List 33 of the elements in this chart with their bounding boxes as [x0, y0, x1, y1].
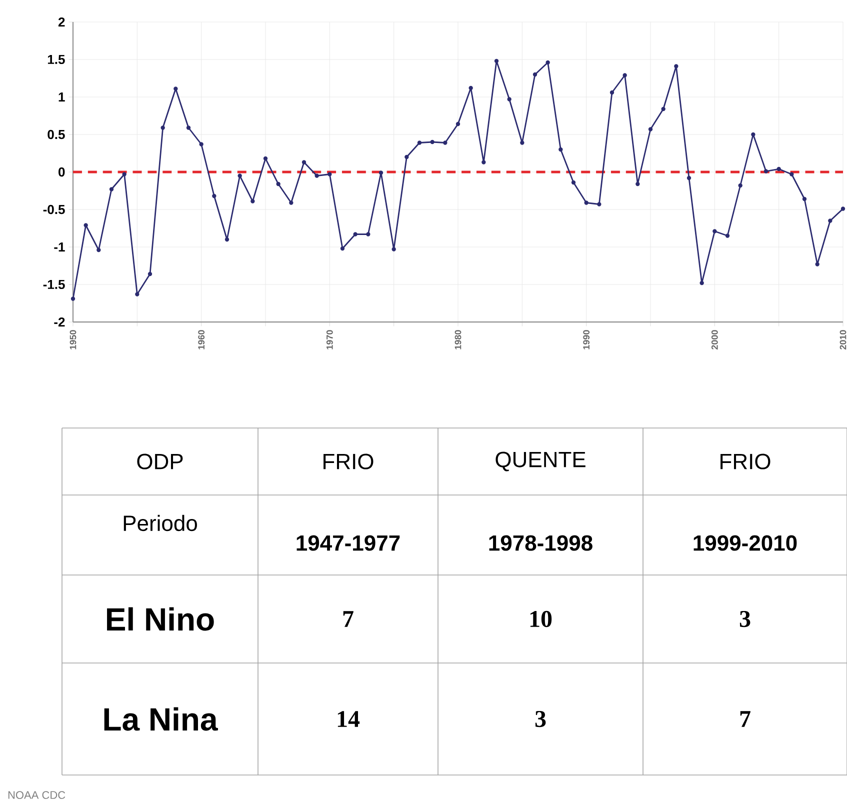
y-tick-label: 2 [58, 17, 65, 27]
text: 7 [343, 611, 354, 627]
text: Periodo [124, 514, 197, 532]
text: 1978-1998 [489, 535, 592, 551]
text: 14 [338, 711, 360, 727]
y-tick-label: -2 [54, 317, 65, 327]
text: 1999-2010 [694, 535, 797, 551]
y-tick-label: -1.5 [43, 280, 65, 290]
text: NOAA CDC [8, 791, 66, 799]
x-tick-label: 2010 [840, 330, 846, 350]
category-label: FRIO [720, 454, 770, 470]
text: 7 [740, 711, 750, 727]
x-tick-label: 1990 [583, 330, 590, 350]
x-tick-label: 1980 [454, 330, 462, 350]
text: 1947-1977 [296, 535, 400, 551]
category-label: QUENTE [496, 452, 586, 472]
y-tick-label: -0.5 [43, 204, 65, 214]
category-label: FRIO [324, 454, 374, 470]
x-tick-label: 1950 [70, 330, 76, 350]
text: 3 [535, 710, 546, 728]
y-tick-label: 0.5 [48, 130, 65, 140]
y-tick-label: 0 [58, 167, 65, 177]
text: La Nina [104, 707, 218, 731]
text: 10 [530, 610, 552, 628]
x-tick-label: 2000 [711, 330, 718, 350]
text: 3 [740, 610, 750, 628]
y-tick-label: -1 [54, 242, 65, 252]
text: El Nino [107, 607, 214, 631]
category-label: ODP [137, 454, 183, 470]
x-tick-label: 1970 [326, 330, 333, 350]
y-tick-label: 1.5 [48, 54, 65, 64]
y-tick-label: 1 [58, 92, 65, 102]
x-tick-label: 1960 [198, 330, 205, 350]
